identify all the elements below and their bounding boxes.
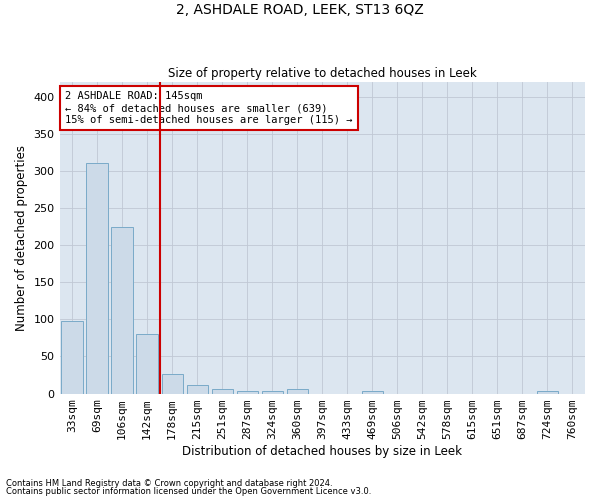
Bar <box>362 390 383 394</box>
Bar <box>161 374 183 394</box>
Bar <box>136 334 158 394</box>
Bar <box>236 390 258 394</box>
Title: Size of property relative to detached houses in Leek: Size of property relative to detached ho… <box>168 66 476 80</box>
Bar <box>537 390 558 394</box>
Y-axis label: Number of detached properties: Number of detached properties <box>15 145 28 331</box>
Text: 2 ASHDALE ROAD: 145sqm
← 84% of detached houses are smaller (639)
15% of semi-de: 2 ASHDALE ROAD: 145sqm ← 84% of detached… <box>65 92 352 124</box>
Bar <box>187 384 208 394</box>
Bar <box>61 321 83 394</box>
Text: Contains HM Land Registry data © Crown copyright and database right 2024.: Contains HM Land Registry data © Crown c… <box>6 478 332 488</box>
Bar <box>112 228 133 394</box>
Bar <box>287 389 308 394</box>
Bar <box>262 390 283 394</box>
Text: 2, ASHDALE ROAD, LEEK, ST13 6QZ: 2, ASHDALE ROAD, LEEK, ST13 6QZ <box>176 2 424 16</box>
X-axis label: Distribution of detached houses by size in Leek: Distribution of detached houses by size … <box>182 444 462 458</box>
Text: Contains public sector information licensed under the Open Government Licence v3: Contains public sector information licen… <box>6 487 371 496</box>
Bar <box>86 163 108 394</box>
Bar <box>212 389 233 394</box>
